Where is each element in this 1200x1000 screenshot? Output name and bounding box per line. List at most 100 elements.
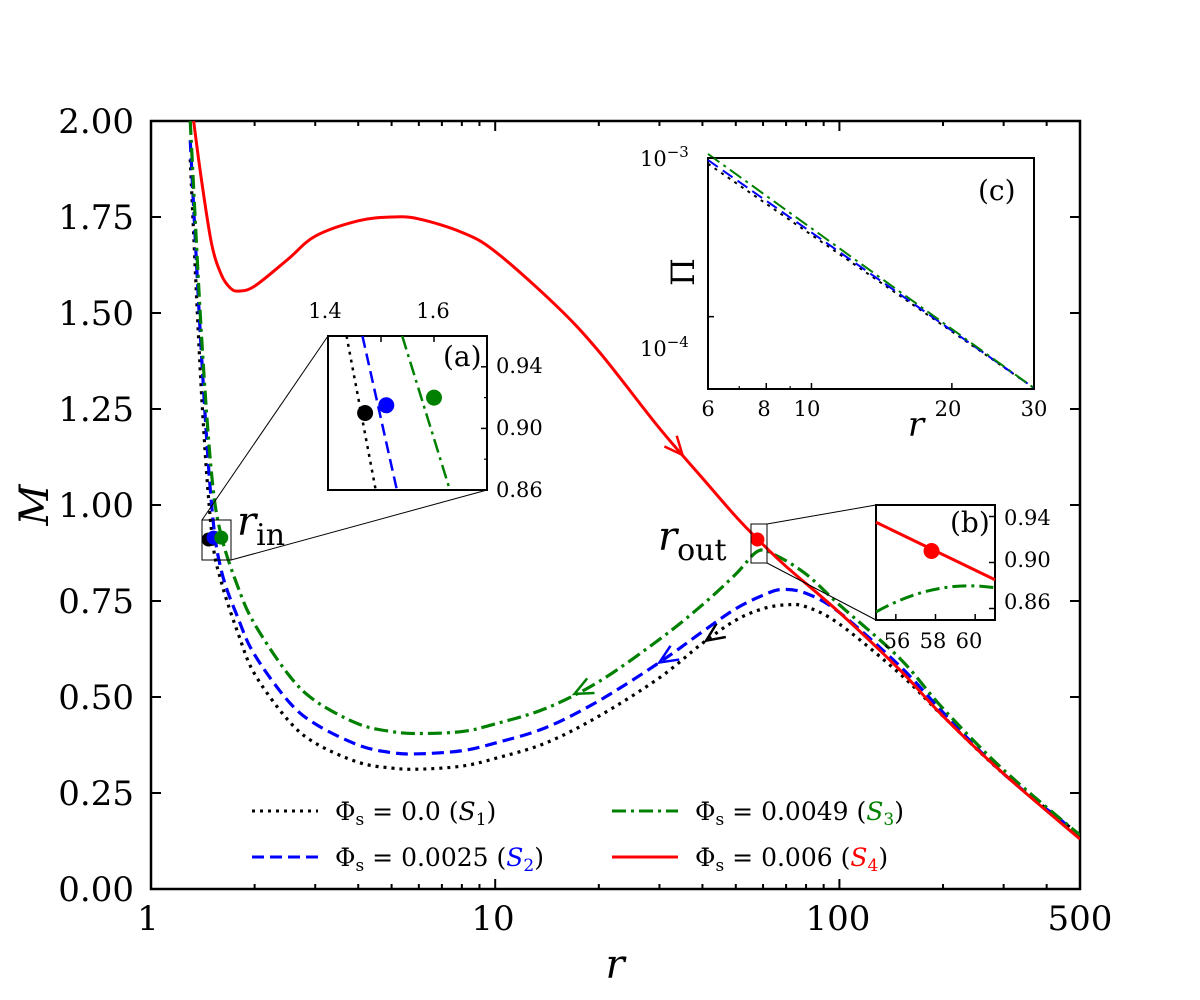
inset-c-ytick-1e-3: 10−3 [640, 143, 689, 171]
inset-b-ytick-090: 0.90 [1004, 548, 1051, 572]
inset-c-ytick-1e-4: 10−4 [640, 333, 689, 361]
inset-b-xtick-56: 56 [884, 629, 911, 653]
inset-c-ytick-1e-3-exp: −3 [667, 143, 689, 161]
legend-s1-main: Φ [335, 797, 356, 826]
y-tick-label-0: 0.00 [58, 870, 134, 910]
r-in-annotation: rin [237, 499, 285, 553]
inset-a: (a) 1.4 1.6 0.94 0.90 0.86 [308, 299, 542, 502]
r-in-sub: in [256, 518, 285, 553]
legend-s2-value: = 0.0025 ( [364, 843, 506, 872]
inset-a-ytick-090: 0.90 [496, 416, 543, 440]
y-tick-label-100: 1.00 [58, 486, 134, 526]
inset-c-ylabel: Π [664, 258, 702, 286]
series-arrow-s3 [571, 677, 595, 696]
inset-b: (b) 56 58 60 0.94 0.90 0.86 [875, 504, 1051, 653]
main-curves [188, 121, 1080, 841]
y-tick-label-200: 2.00 [58, 102, 134, 142]
r-out-annotation: rout [658, 514, 727, 568]
legend-s2-close: ) [534, 843, 544, 872]
inset-a-label: (a) [443, 340, 482, 373]
inset-a-marker-s1 [357, 405, 374, 421]
series-arrow-s2 [656, 645, 680, 665]
inset-a-ytick-094: 0.94 [496, 354, 543, 378]
y-tick-label-075: 0.75 [58, 582, 134, 622]
series-marker-s4 [750, 532, 765, 547]
x-tick-label-100: 100 [806, 899, 871, 939]
inset-a-marker-s2 [378, 397, 395, 414]
series-line-s4 [192, 121, 1080, 841]
legend-s2-sub: s [356, 856, 365, 876]
r-out-main: r [658, 514, 680, 560]
inset-b-line-s3 [875, 584, 996, 614]
legend-s2-idx: 2 [523, 856, 534, 876]
inset-b-frame [875, 504, 996, 621]
x-tick-label-500: 500 [1048, 899, 1113, 939]
inset-c-xtick-20: 20 [935, 397, 962, 421]
inset-c: (c) 6 8 10 20 30 10−3 10−4 r Π [640, 143, 1047, 445]
inset-a-marker-s3 [426, 389, 442, 406]
zoom-connector-a-bottom [230, 489, 488, 561]
inset-a-line-s2 [361, 335, 399, 491]
series-arrow-s1 [703, 622, 727, 643]
inset-b-ticks [895, 515, 995, 620]
legend-s3-S: S [866, 797, 883, 826]
main-ticks [150, 120, 1081, 890]
inset-b-xtick-58: 58 [920, 629, 947, 653]
inset-b-ytick-094: 0.94 [1004, 506, 1051, 530]
legend-label-s1: Φs = 0.0 (S1) [335, 797, 496, 830]
x-tick-label-1: 1 [137, 899, 159, 939]
inset-c-xtick-8: 8 [757, 397, 770, 421]
inset-a-ytick-086: 0.86 [496, 478, 543, 502]
y-tick-label-025: 0.25 [58, 774, 134, 814]
inset-c-xtick-6: 6 [701, 397, 714, 421]
x-axis-title: r [605, 942, 627, 988]
inset-c-ticks [707, 157, 1035, 389]
legend-s1-value: = 0.0 ( [364, 797, 458, 826]
inset-a-curves [345, 335, 452, 491]
inset-b-ytick-086: 0.86 [1004, 590, 1051, 614]
legend-s4-main: Φ [695, 843, 716, 872]
legend-s3-idx: 3 [883, 810, 894, 830]
legend-s4-S: S [850, 843, 867, 872]
legend-s1-sub: s [356, 810, 365, 830]
inset-c-xlabel: r [908, 405, 926, 445]
legend-s4-idx: 4 [868, 856, 879, 876]
inset-c-line-s3 [707, 153, 1035, 389]
inset-b-label: (b) [950, 506, 990, 539]
legend-s3-main: Φ [695, 797, 716, 826]
series-arrow-s4 [663, 435, 685, 458]
series-line-s3 [188, 121, 1080, 837]
legend-s4-value: = 0.006 ( [724, 843, 850, 872]
zoom-connector-b-top [766, 504, 877, 525]
inset-c-ytick-1e-3-base: 10 [640, 147, 667, 171]
inset-a-xtick-14: 1.4 [308, 299, 341, 323]
inset-a-line-s1 [345, 335, 377, 491]
legend-label-s4: Φs = 0.006 (S4) [695, 843, 888, 876]
inset-c-ytick-1e-4-base: 10 [640, 337, 667, 361]
y-tick-label-150: 1.50 [58, 294, 134, 334]
y-axis-title: M [12, 483, 58, 526]
zoom-connector-b-bottom [766, 562, 877, 621]
x-tick-label-10: 10 [471, 899, 514, 939]
legend-s1-idx: 1 [476, 810, 487, 830]
legend-s1-S: S [459, 797, 476, 826]
legend-s3-value: = 0.0049 ( [724, 797, 866, 826]
legend-s1-close: ) [487, 797, 497, 826]
legend-s4-close: ) [878, 843, 888, 872]
inset-b-curves [875, 520, 996, 614]
y-tick-label-175: 1.75 [58, 198, 134, 238]
legend-s2-S: S [506, 843, 523, 872]
y-tick-label-050: 0.50 [58, 678, 134, 718]
series-marker-s3 [214, 530, 229, 545]
r-out-sub: out [677, 533, 726, 568]
inset-a-xtick-16: 1.6 [416, 299, 449, 323]
legend-s3-sub: s [716, 810, 725, 830]
inset-c-ytick-1e-4-exp: −4 [667, 333, 689, 351]
zoom-box-b [750, 523, 768, 564]
inset-a-ticks [327, 336, 488, 491]
inset-c-xtick-30: 30 [1021, 397, 1048, 421]
legend-s3-close: ) [894, 797, 904, 826]
r-in-main: r [237, 499, 259, 545]
legend-label-s3: Φs = 0.0049 (S3) [695, 797, 904, 830]
